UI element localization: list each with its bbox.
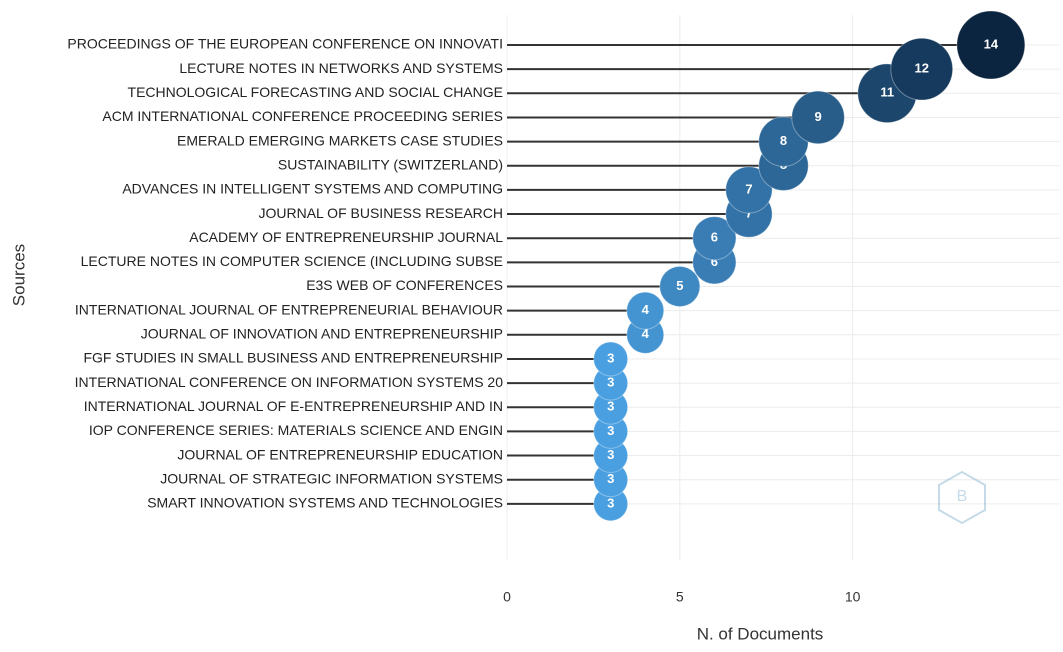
y-tick-label: JOURNAL OF INNOVATION AND ENTREPRENEURSH… <box>141 326 503 342</box>
value-label: 3 <box>607 350 614 365</box>
y-tick-label: ACM INTERNATIONAL CONFERENCE PROCEEDING … <box>102 108 503 124</box>
x-tick-label: 0 <box>503 589 511 605</box>
value-label: 14 <box>984 36 999 51</box>
bubble <box>692 216 737 261</box>
y-tick-label: EMERALD EMERGING MARKETS CASE STUDIES <box>177 132 503 148</box>
value-label: 3 <box>607 471 614 486</box>
y-axis-label: Sources <box>9 244 28 306</box>
value-label: 5 <box>676 278 683 293</box>
y-tick-label: E3S WEB OF CONFERENCES <box>306 277 503 293</box>
y-tick-label: SUSTAINABILITY (SWITZERLAND) <box>278 156 503 172</box>
value-label: 6 <box>711 230 718 245</box>
value-label: 4 <box>642 302 650 317</box>
y-tick-label: LECTURE NOTES IN COMPUTER SCIENCE (INCLU… <box>81 253 503 269</box>
y-tick-label: SMART INNOVATION SYSTEMS AND TECHNOLOGIE… <box>147 495 503 511</box>
y-tick-label: ACADEMY OF ENTREPRENEURSHIP JOURNAL <box>189 229 503 245</box>
watermark-logo: B <box>938 470 986 525</box>
value-label: 3 <box>607 495 614 510</box>
bubble <box>626 291 665 330</box>
y-tick-label: INTERNATIONAL JOURNAL OF ENTREPRENEURIAL… <box>75 301 503 317</box>
y-tick-label: JOURNAL OF BUSINESS RESEARCH <box>258 205 503 221</box>
x-tick-label: 10 <box>845 589 861 605</box>
bubble <box>890 37 954 101</box>
value-label: 11 <box>880 85 894 100</box>
y-tick-label: ADVANCES IN INTELLIGENT SYSTEMS AND COMP… <box>122 181 503 197</box>
value-label: 6 <box>711 254 718 269</box>
value-label: 8 <box>780 133 787 148</box>
value-label: 3 <box>607 375 614 390</box>
value-label: 9 <box>814 109 821 124</box>
y-tick-label: JOURNAL OF STRATEGIC INFORMATION SYSTEMS <box>160 470 503 486</box>
value-label: 3 <box>607 399 614 414</box>
x-tick-label: 5 <box>676 589 684 605</box>
value-label: 12 <box>915 61 929 76</box>
bubble <box>659 265 701 308</box>
y-tick-label: IOP CONFERENCE SERIES: MATERIALS SCIENCE… <box>89 422 503 438</box>
bubble <box>593 341 629 377</box>
y-tick-label: FGF STUDIES IN SMALL BUSINESS AND ENTREP… <box>83 350 503 366</box>
y-tick-label: JOURNAL OF ENTREPRENEURSHIP EDUCATION <box>177 446 503 462</box>
y-tick-label: INTERNATIONAL JOURNAL OF E-ENTREPRENEURS… <box>84 398 503 414</box>
bubbles: 33333334456677889111214 <box>593 10 1026 522</box>
stems <box>507 44 991 505</box>
value-label: 4 <box>642 326 650 341</box>
value-label: 7 <box>745 181 752 196</box>
plot: 051033333334456677889111214PROCEEDINGS O… <box>67 10 1060 605</box>
y-tick-label: INTERNATIONAL CONFERENCE ON INFORMATION … <box>75 374 504 390</box>
y-tick-label: TECHNOLOGICAL FORECASTING AND SOCIAL CHA… <box>128 84 503 100</box>
y-tick-label: LECTURE NOTES IN NETWORKS AND SYSTEMS <box>179 60 503 76</box>
svg-text:B: B <box>957 488 968 505</box>
value-label: 3 <box>607 447 614 462</box>
y-tick-label: PROCEEDINGS OF THE EUROPEAN CONFERENCE O… <box>67 36 503 52</box>
bubble <box>956 10 1026 80</box>
bubble <box>725 166 773 214</box>
value-label: 3 <box>607 423 614 438</box>
bubble <box>791 90 845 145</box>
x-axis-label: N. of Documents <box>697 624 824 643</box>
